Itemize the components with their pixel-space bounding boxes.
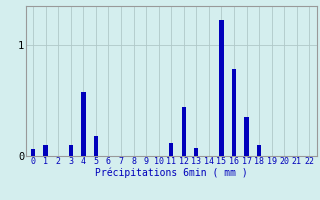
- Bar: [219, 20, 224, 156]
- Bar: [44, 145, 48, 156]
- Bar: [244, 117, 249, 156]
- Bar: [68, 145, 73, 156]
- Bar: [194, 148, 198, 156]
- Bar: [257, 145, 261, 156]
- Bar: [169, 143, 173, 156]
- Bar: [181, 107, 186, 156]
- X-axis label: Précipitations 6min ( mm ): Précipitations 6min ( mm ): [95, 168, 248, 178]
- Bar: [232, 69, 236, 156]
- Bar: [81, 92, 85, 156]
- Bar: [94, 136, 98, 156]
- Bar: [31, 149, 35, 156]
